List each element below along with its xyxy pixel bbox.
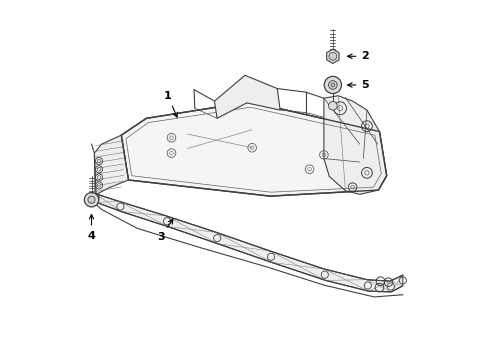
Polygon shape (327, 49, 339, 63)
Circle shape (329, 102, 337, 110)
Circle shape (324, 76, 342, 94)
Circle shape (329, 81, 337, 89)
Text: 1: 1 (164, 91, 177, 117)
Text: 5: 5 (347, 80, 369, 90)
Text: 3: 3 (157, 219, 173, 242)
Polygon shape (324, 96, 387, 194)
Polygon shape (122, 102, 387, 196)
Circle shape (329, 52, 337, 60)
Circle shape (84, 193, 98, 207)
Polygon shape (95, 135, 128, 195)
Polygon shape (215, 75, 280, 118)
Text: 4: 4 (88, 215, 96, 240)
Text: 2: 2 (347, 51, 369, 61)
Polygon shape (95, 194, 403, 292)
Circle shape (88, 196, 95, 203)
